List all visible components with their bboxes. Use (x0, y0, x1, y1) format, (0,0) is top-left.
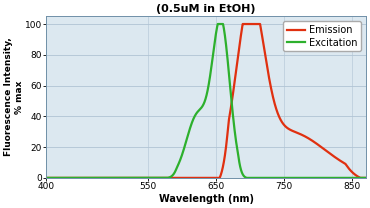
Excitation (201, 105, 205, 107)
Excitation (61, 177, 66, 179)
Line: Excitation: Excitation (46, 24, 370, 178)
Y-axis label: Fluorescence Intensity,
% max: Fluorescence Intensity, % max (4, 38, 24, 156)
Excitation (215, 23, 220, 25)
Excitation (209, 64, 214, 66)
Line: Emission: Emission (46, 24, 370, 178)
Emission (240, 23, 245, 25)
Emission (61, 177, 66, 179)
Emission (201, 177, 205, 179)
Title: (0.5uM in EtOH): (0.5uM in EtOH) (157, 4, 256, 14)
X-axis label: Wavelength (nm): Wavelength (nm) (159, 194, 253, 204)
Legend: Emission, Excitation: Emission, Excitation (283, 21, 361, 51)
Emission (209, 177, 214, 179)
Excitation (44, 177, 48, 179)
Emission (44, 177, 48, 179)
Emission (312, 141, 316, 143)
Excitation (312, 177, 316, 179)
